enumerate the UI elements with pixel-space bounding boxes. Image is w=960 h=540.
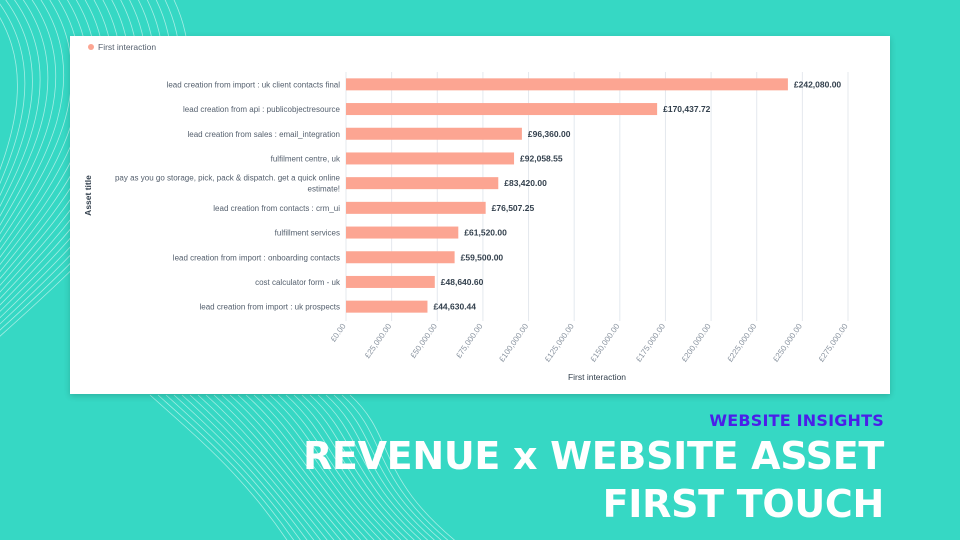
decor-line-top-left xyxy=(0,0,57,226)
bar xyxy=(346,251,455,264)
x-tick-label: £125,000.00 xyxy=(543,322,576,364)
data-label: £76,507.25 xyxy=(492,203,535,213)
y-tick-label: lead creation from import : uk prospects xyxy=(199,303,340,312)
y-tick-label: lead creation from api : publicobjectres… xyxy=(183,105,341,114)
slide-headline-line-2: FIRST TOUCH xyxy=(602,482,885,526)
y-tick-label: lead creation from contacts : crm_ui xyxy=(213,204,340,213)
bar xyxy=(346,177,499,190)
x-tick-label: £250,000.00 xyxy=(771,322,804,364)
slide-eyebrow: WEBSITE INSIGHTS xyxy=(709,411,884,430)
x-tick-label: £275,000.00 xyxy=(817,322,850,364)
decor-line-top-left xyxy=(0,0,49,217)
x-tick-label: £175,000.00 xyxy=(634,322,667,364)
x-tick-label: £100,000.00 xyxy=(497,322,530,364)
data-label: £44,630.44 xyxy=(433,302,476,312)
y-axis-title: Asset title xyxy=(83,175,93,216)
data-label: £61,520.00 xyxy=(464,228,507,238)
bar xyxy=(346,201,486,214)
decor-line-bottom xyxy=(165,394,301,540)
y-tick-label: cost calculator form - uk xyxy=(255,278,341,287)
bar xyxy=(346,78,788,91)
x-tick-label: £50,000.00 xyxy=(409,322,440,360)
x-tick-label: £75,000.00 xyxy=(454,322,485,360)
y-tick-label: estimate! xyxy=(308,185,340,194)
decor-line-top-left xyxy=(0,0,41,208)
y-tick-label: pay as you go storage, pick, pack & disp… xyxy=(115,174,341,183)
bar xyxy=(346,275,435,288)
x-axis-title: First interaction xyxy=(568,372,626,382)
decor-line-top-left xyxy=(0,0,64,235)
x-tick-label: £0.00 xyxy=(329,322,348,344)
legend-label: First interaction xyxy=(98,42,156,52)
decor-line-top-left xyxy=(0,17,18,171)
decor-line-top-left xyxy=(0,0,81,251)
data-label: £48,640.60 xyxy=(441,277,484,287)
bar xyxy=(346,300,428,313)
decor-line-top-left xyxy=(0,0,73,243)
decor-line-bottom xyxy=(157,394,295,540)
y-tick-label: fulfillment services xyxy=(275,229,340,238)
bar xyxy=(346,127,522,140)
y-tick-label: fulfilment centre, uk xyxy=(271,154,341,163)
data-label: £242,080.00 xyxy=(794,79,842,89)
data-label: £92,058.55 xyxy=(520,153,563,163)
bar xyxy=(346,226,459,239)
decor-line-top-left xyxy=(0,0,33,197)
bar xyxy=(346,103,658,116)
x-tick-label: £150,000.00 xyxy=(589,322,622,364)
chart-card: First interaction £0.00 £25,000.00 £50,000.… xyxy=(70,36,890,394)
decor-line-bottom xyxy=(173,394,308,540)
x-tick-label: £25,000.00 xyxy=(363,322,394,360)
legend-swatch xyxy=(88,44,94,50)
decor-line-top-left xyxy=(0,3,26,185)
x-tick-label: £225,000.00 xyxy=(725,322,758,364)
y-tick-label: lead creation from sales : email_integra… xyxy=(187,130,340,139)
data-label: £83,420.00 xyxy=(504,178,547,188)
data-label: £96,360.00 xyxy=(528,129,571,139)
bar xyxy=(346,152,515,165)
bar-chart: First interaction £0.00 £25,000.00 £50,000.… xyxy=(83,42,850,382)
x-tick-label: £200,000.00 xyxy=(680,322,713,364)
y-tick-label: lead creation from import : uk client co… xyxy=(167,80,341,89)
data-label: £170,437.72 xyxy=(663,104,711,114)
decor-line-bottom xyxy=(149,394,288,540)
y-tick-label: lead creation from import : onboarding c… xyxy=(173,253,340,262)
slide-headline-line-1: REVENUE x WEBSITE ASSET xyxy=(302,434,884,478)
data-label: £59,500.00 xyxy=(461,252,504,262)
